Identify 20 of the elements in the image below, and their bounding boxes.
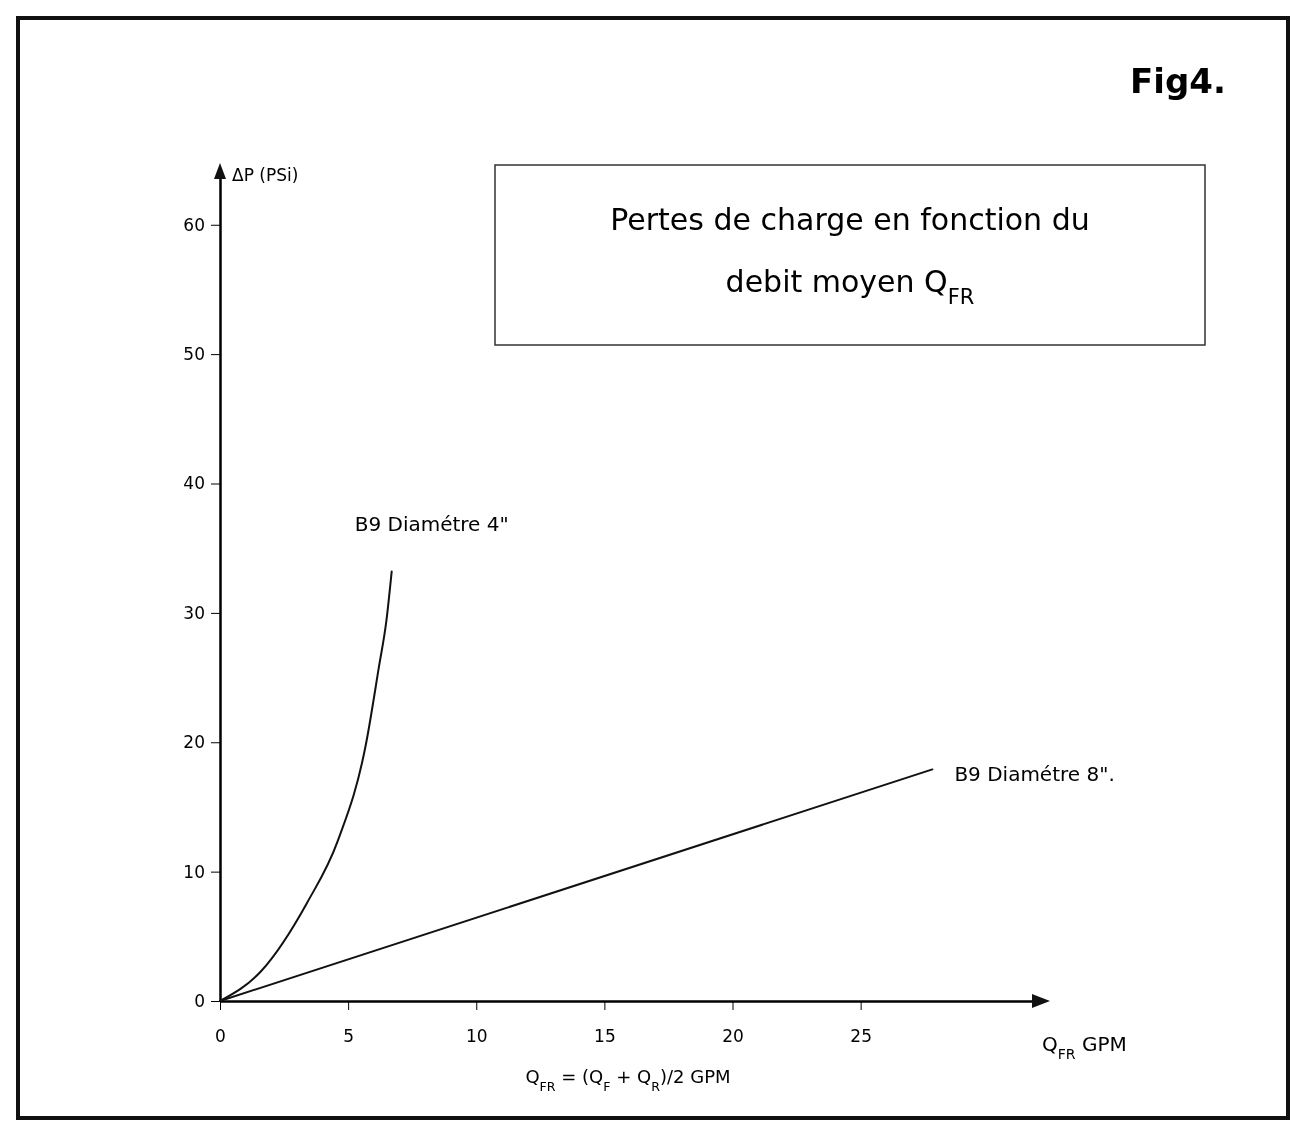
text: B9 Diamétre 4"	[354, 512, 509, 537]
y-tick-label: 40	[183, 473, 205, 494]
x-tick-label: 5	[343, 1026, 355, 1047]
y-tick-label: 50	[183, 344, 205, 365]
text: Q$_{FR}$ = (Q$_{F}$ + Q$_{R}$)/2 GPM	[525, 1066, 731, 1094]
text: Pertes de charge en fonction du debit moyen Q$_{FR}$	[610, 202, 1090, 309]
x-axis-title: Q$_{FR}$ GPM	[1042, 1032, 1127, 1062]
x-tick-label: 25	[850, 1026, 872, 1047]
caption: Fig4.	[1130, 61, 1226, 101]
y-tick-label: 20	[183, 732, 205, 753]
x-tick-label: 15	[594, 1026, 616, 1047]
y-tick-label: 60	[183, 214, 205, 235]
y-axis-title: ΔP (PSi)	[232, 165, 299, 185]
x-tick-label: 20	[722, 1026, 744, 1047]
series-label: B9 Diamétre 8".	[954, 762, 1115, 787]
x-tick-label: 0	[215, 1026, 226, 1047]
y-tick-label: 10	[183, 861, 205, 882]
y-tick-label: 0	[194, 990, 205, 1011]
y-tick-label: 30	[183, 602, 205, 623]
x-tick-label: 10	[465, 1026, 488, 1047]
